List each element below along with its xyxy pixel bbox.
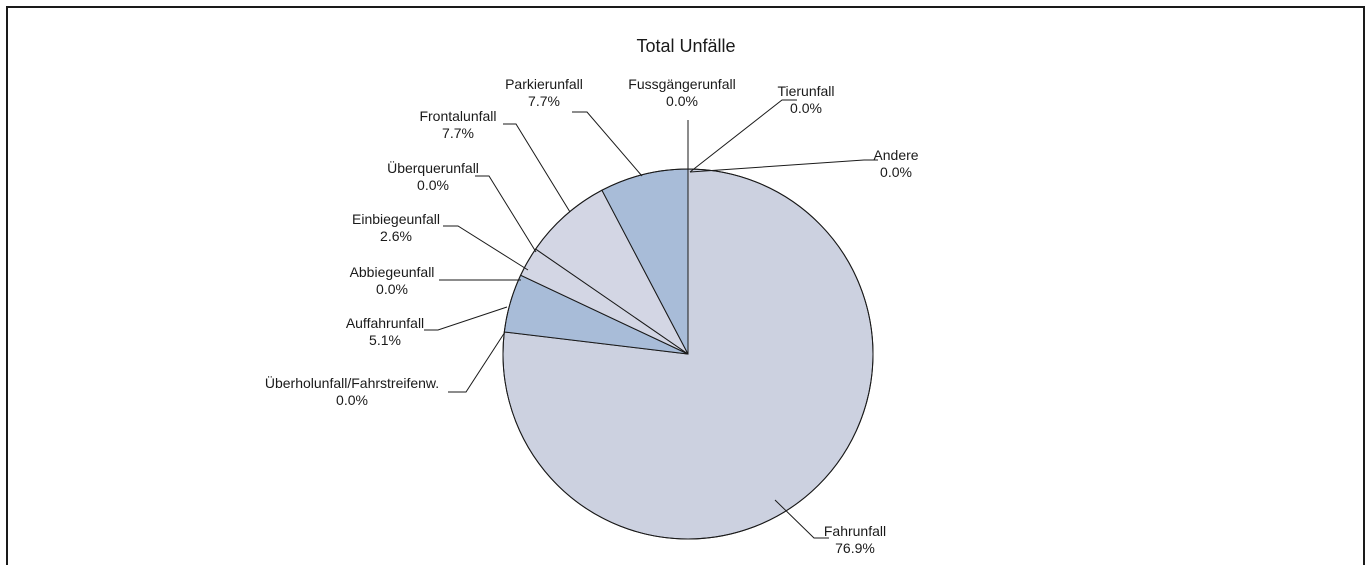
label-einbiegeunfall: Einbiegeunfall	[352, 211, 440, 227]
label-fahrunfall: Fahrunfall	[824, 523, 886, 539]
label-frontalunfall: Frontalunfall	[419, 108, 496, 124]
pct-einbiegeunfall: 2.6%	[380, 228, 412, 244]
pct-fussg-ngerunfall: 0.0%	[666, 93, 698, 109]
leader-lines	[424, 99, 878, 539]
slice-labels: Tierunfall0.0%Andere0.0%Fahrunfall76.9%Ü…	[265, 76, 919, 556]
chart-title: Total Unfälle	[636, 36, 735, 56]
leader-berquerunfall	[475, 175, 537, 253]
pct-berholunfall-fahrstreifenw: 0.0%	[336, 392, 368, 408]
pct-abbiegeunfall: 0.0%	[376, 281, 408, 297]
pct-auffahrunfall: 5.1%	[369, 332, 401, 348]
leader-andere	[689, 159, 878, 173]
label-fussg-ngerunfall: Fussgängerunfall	[628, 76, 735, 92]
label-abbiegeunfall: Abbiegeunfall	[350, 264, 435, 280]
pie-slices	[502, 168, 874, 540]
label-berholunfall-fahrstreifenw: Überholunfall/Fahrstreifenw.	[265, 374, 439, 391]
label-andere: Andere	[873, 147, 918, 163]
leader-berholunfall-fahrstreifenw	[448, 331, 506, 393]
pct-fahrunfall: 76.9%	[835, 540, 875, 556]
label-tierunfall: Tierunfall	[777, 83, 834, 99]
pct-andere: 0.0%	[880, 164, 912, 180]
leader-fahrunfall	[774, 499, 829, 539]
label-berquerunfall: Überquerunfall	[387, 159, 479, 176]
leader-parkierunfall	[572, 111, 643, 177]
leader-einbiegeunfall	[443, 225, 529, 271]
pct-frontalunfall: 7.7%	[442, 125, 474, 141]
label-parkierunfall: Parkierunfall	[505, 76, 583, 92]
pct-berquerunfall: 0.0%	[417, 177, 449, 193]
pct-tierunfall: 0.0%	[790, 100, 822, 116]
leader-tierunfall	[689, 99, 797, 173]
leader-frontalunfall	[503, 123, 571, 213]
leader-auffahrunfall	[424, 306, 508, 331]
label-auffahrunfall: Auffahrunfall	[346, 315, 424, 331]
pct-parkierunfall: 7.7%	[528, 93, 560, 109]
